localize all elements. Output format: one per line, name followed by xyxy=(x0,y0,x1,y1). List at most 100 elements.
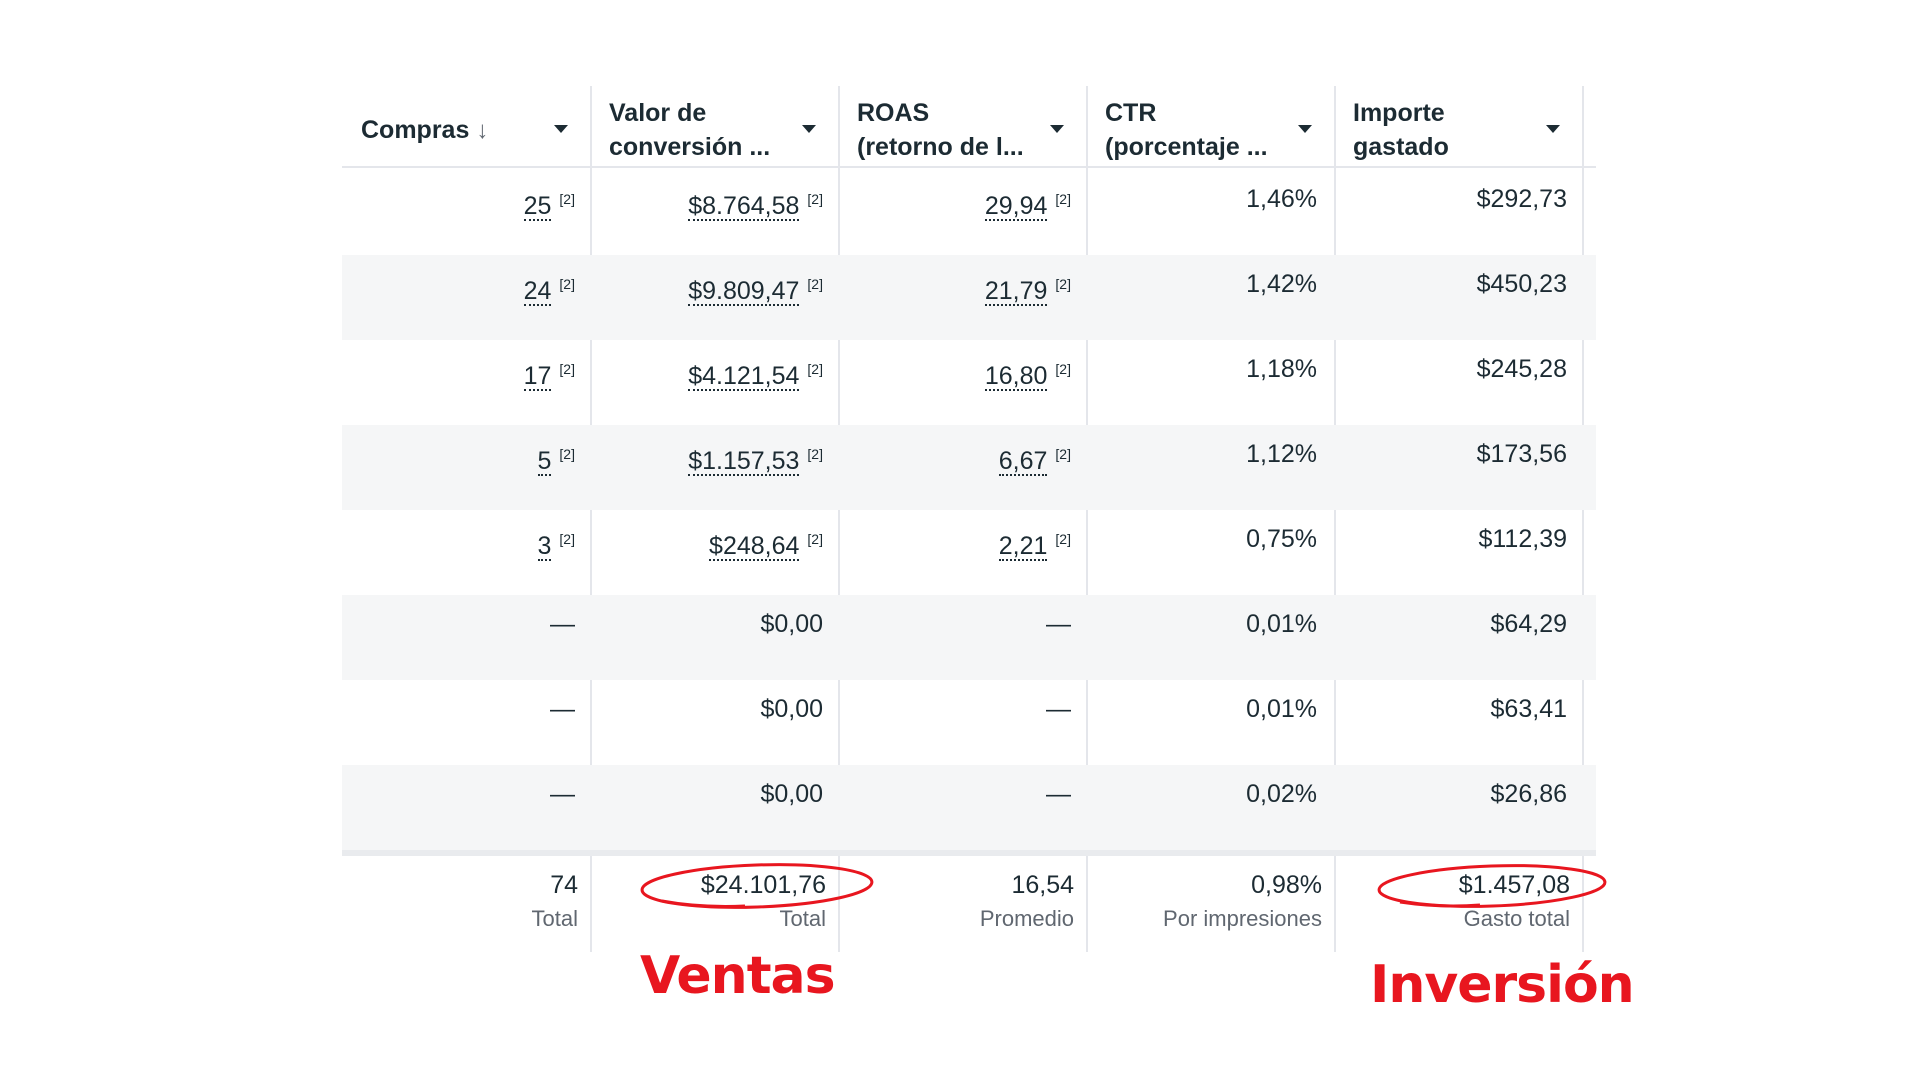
compras-value: — xyxy=(550,610,575,638)
roas-value: — xyxy=(1046,780,1071,808)
totals-divider xyxy=(342,850,1596,856)
importe-value: $63,41 xyxy=(1490,695,1567,723)
reference-note[interactable]: [2] xyxy=(807,276,823,292)
caret-down-icon[interactable] xyxy=(802,125,816,133)
table-row[interactable]: — $0,00 — 0,01% $64,29 xyxy=(342,595,1596,680)
cell-roas: — xyxy=(838,595,1086,680)
total-roas: 16,54 Promedio xyxy=(838,856,1086,952)
cell-ctr: 0,01% xyxy=(1086,680,1334,765)
table-header: Compras ↓ Valor de conversión ... ROAS (… xyxy=(342,86,1596,168)
column-header-roas[interactable]: ROAS (retorno de l... xyxy=(838,86,1086,168)
valor-conversion-value[interactable]: $8.764,58 xyxy=(688,192,800,221)
compras-value[interactable]: 24 xyxy=(523,277,552,306)
reference-note[interactable]: [2] xyxy=(1055,276,1071,292)
cell-importe-gastado: $63,41 xyxy=(1334,680,1582,765)
roas-value: — xyxy=(1046,610,1071,638)
cell-importe-gastado: $292,73 xyxy=(1334,170,1582,255)
compras-value: — xyxy=(550,780,575,808)
total-ctr: 0,98% Por impresiones xyxy=(1086,856,1334,952)
column-header-compras[interactable]: Compras ↓ xyxy=(342,86,590,168)
valor-conversion-value[interactable]: $4.121,54 xyxy=(688,362,800,391)
table-row[interactable]: — $0,00 — 0,01% $63,41 xyxy=(342,680,1596,765)
cell-valor-conversion: $248,64 [2] xyxy=(590,510,838,595)
reference-note[interactable]: [2] xyxy=(559,276,575,292)
compras-value[interactable]: 17 xyxy=(523,362,552,391)
cell-valor-conversion: $1.157,53 [2] xyxy=(590,425,838,510)
roas-value[interactable]: 6,67 xyxy=(998,447,1048,476)
caret-down-icon[interactable] xyxy=(1298,125,1312,133)
ctr-value: 1,46% xyxy=(1246,185,1317,213)
cell-importe-gastado: $245,28 xyxy=(1334,340,1582,425)
compras-value[interactable]: 3 xyxy=(537,532,552,561)
total-label: Total xyxy=(531,906,578,931)
reference-note[interactable]: [2] xyxy=(807,191,823,207)
table-row[interactable]: 5 [2] $1.157,53 [2] 6,67 [2] 1,12% $173,56 xyxy=(342,425,1596,510)
ctr-value: 0,75% xyxy=(1246,525,1317,553)
cell-compras: 25 [2] xyxy=(342,170,590,255)
arrow-down-icon[interactable]: ↓ xyxy=(476,117,489,144)
cell-roas: 2,21 [2] xyxy=(838,510,1086,595)
total-value: 74 xyxy=(550,871,578,899)
compras-value[interactable]: 25 xyxy=(523,192,552,221)
roas-value[interactable]: 29,94 xyxy=(984,192,1048,221)
column-header-ctr[interactable]: CTR (porcentaje ... xyxy=(1086,86,1334,168)
column-header-label: Importe gastado xyxy=(1353,99,1449,161)
importe-value: $245,28 xyxy=(1476,355,1567,383)
cell-compras: 5 [2] xyxy=(342,425,590,510)
ctr-value: 1,42% xyxy=(1246,270,1317,298)
cell-compras: 3 [2] xyxy=(342,510,590,595)
reference-note[interactable]: [2] xyxy=(1055,531,1071,547)
cell-compras: 24 [2] xyxy=(342,255,590,340)
cell-importe-gastado: $173,56 xyxy=(1334,425,1582,510)
importe-value: $292,73 xyxy=(1476,185,1567,213)
compras-value[interactable]: 5 xyxy=(537,447,552,476)
reference-note[interactable]: [2] xyxy=(559,531,575,547)
caret-down-icon[interactable] xyxy=(1050,125,1064,133)
cell-roas: 29,94 [2] xyxy=(838,170,1086,255)
roas-value: — xyxy=(1046,695,1071,723)
reference-note[interactable]: [2] xyxy=(807,361,823,377)
cell-importe-gastado: $450,23 xyxy=(1334,255,1582,340)
total-value: $1.457,08 xyxy=(1458,871,1570,899)
cell-compras: — xyxy=(342,680,590,765)
cell-importe-gastado: $64,29 xyxy=(1334,595,1582,680)
total-label: Por impresiones xyxy=(1163,906,1322,931)
valor-conversion-value: $0,00 xyxy=(760,610,823,638)
reference-note[interactable]: [2] xyxy=(1055,361,1071,377)
column-header-label: Compras ↓ xyxy=(361,116,489,144)
table-row[interactable]: 25 [2] $8.764,58 [2] 29,94 [2] 1,46% $292,7… xyxy=(342,170,1596,255)
importe-value: $450,23 xyxy=(1476,270,1567,298)
reference-note[interactable]: [2] xyxy=(1055,191,1071,207)
column-header-importe-gastado[interactable]: Importe gastado xyxy=(1334,86,1582,168)
roas-value[interactable]: 16,80 xyxy=(984,362,1048,391)
column-header-valor-conversion[interactable]: Valor de conversión ... xyxy=(590,86,838,168)
table-row[interactable]: — $0,00 — 0,02% $26,86 xyxy=(342,765,1596,850)
valor-conversion-value[interactable]: $1.157,53 xyxy=(688,447,800,476)
valor-conversion-value[interactable]: $248,64 xyxy=(709,532,800,561)
reference-note[interactable]: [2] xyxy=(559,191,575,207)
total-value: $24.101,76 xyxy=(700,871,826,899)
caret-down-icon[interactable] xyxy=(1546,125,1560,133)
annotation-ventas: Ventas xyxy=(640,946,836,1006)
compras-value: — xyxy=(550,695,575,723)
reference-note[interactable]: [2] xyxy=(1055,446,1071,462)
reference-note[interactable]: [2] xyxy=(559,446,575,462)
cell-ctr: 1,46% xyxy=(1086,170,1334,255)
annotation-inversion: Inversión xyxy=(1370,955,1635,1015)
cell-roas: — xyxy=(838,680,1086,765)
valor-conversion-value[interactable]: $9.809,47 xyxy=(688,277,800,306)
table-row[interactable]: 24 [2] $9.809,47 [2] 21,79 [2] 1,42% $450,2… xyxy=(342,255,1596,340)
roas-value[interactable]: 21,79 xyxy=(984,277,1048,306)
cell-valor-conversion: $4.121,54 [2] xyxy=(590,340,838,425)
reference-note[interactable]: [2] xyxy=(807,531,823,547)
cell-ctr: 1,18% xyxy=(1086,340,1334,425)
roas-value[interactable]: 2,21 xyxy=(998,532,1048,561)
reference-note[interactable]: [2] xyxy=(807,446,823,462)
reference-note[interactable]: [2] xyxy=(559,361,575,377)
cell-compras: — xyxy=(342,595,590,680)
column-header-label: ROAS (retorno de l... xyxy=(857,99,1024,161)
table-row[interactable]: 17 [2] $4.121,54 [2] 16,80 [2] 1,18% $245,2… xyxy=(342,340,1596,425)
table-row[interactable]: 3 [2] $248,64 [2] 2,21 [2] 0,75% $112,39 xyxy=(342,510,1596,595)
ctr-value: 0,01% xyxy=(1246,695,1317,723)
caret-down-icon[interactable] xyxy=(554,125,568,133)
